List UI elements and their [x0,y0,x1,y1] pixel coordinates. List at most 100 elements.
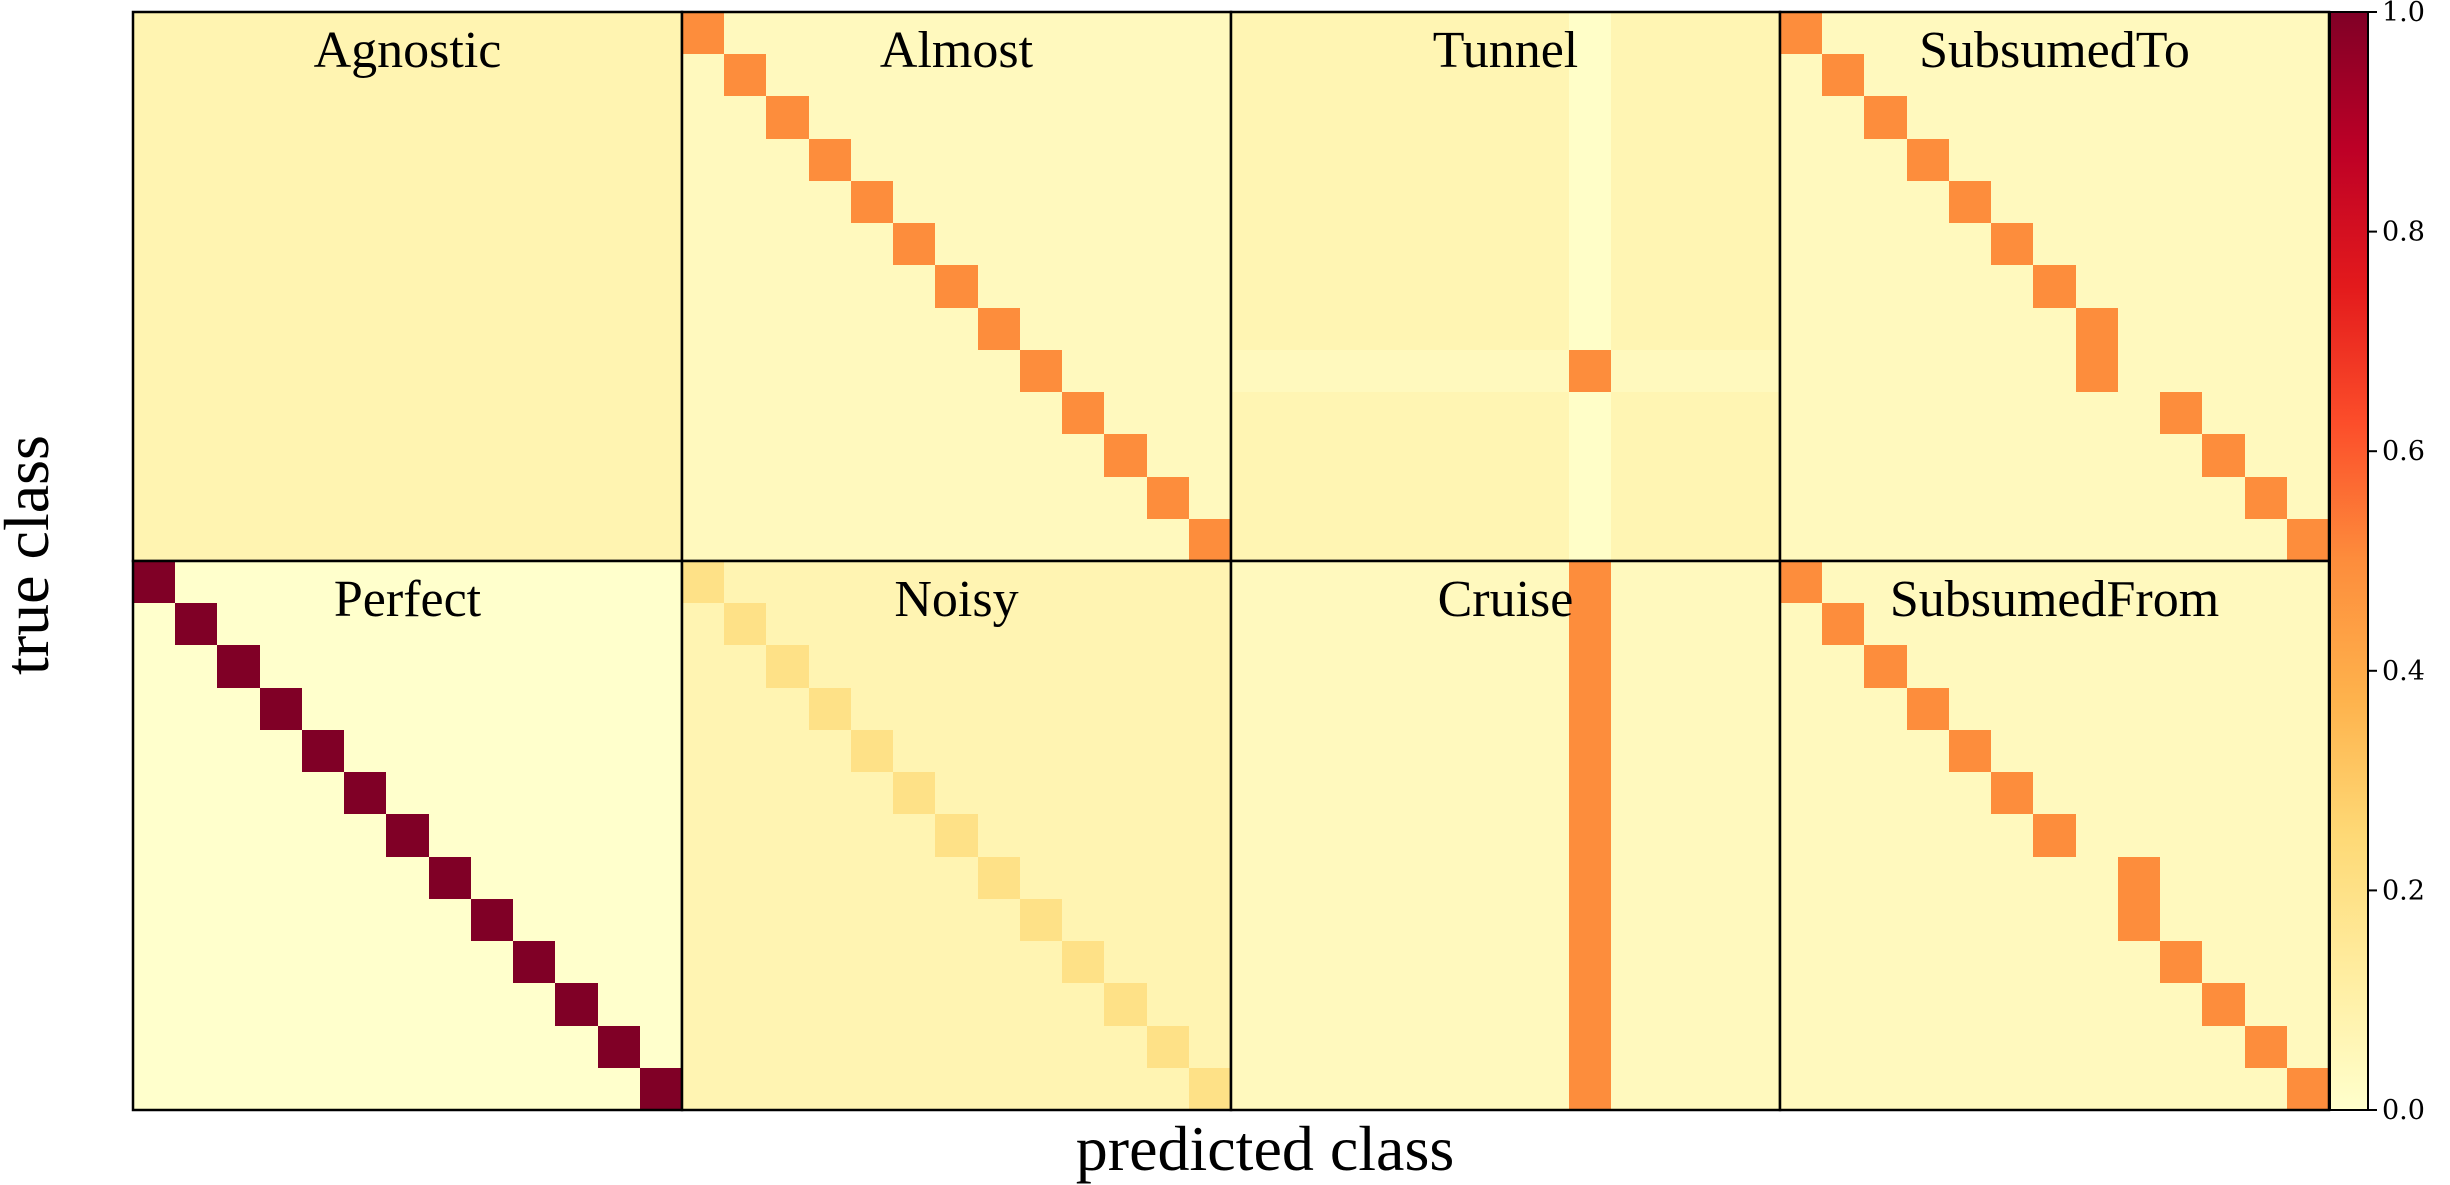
heatmap-cell [2245,12,2287,54]
heatmap-cell [2033,603,2076,645]
heatmap-cell [978,899,1020,941]
heatmap-cell [471,857,513,899]
heatmap-cell [1147,350,1189,392]
heatmap-cell [429,181,471,223]
heatmap-cell [1484,54,1527,96]
heatmap-cell [1611,181,1653,223]
heatmap-cell [1949,477,1991,519]
heatmap-cell [809,730,851,772]
heatmap-cell [598,434,640,477]
heatmap-cell [1780,477,1822,519]
heatmap-cell [1653,96,1696,139]
heatmap-cell [2245,603,2287,645]
heatmap-cell [1949,265,1991,308]
heatmap-cell [682,1068,724,1110]
heatmap-cell [640,350,682,392]
heatmap-cell [893,561,935,603]
heatmap-cell [133,1068,175,1110]
heatmap-cell [2160,434,2202,477]
heatmap-cell [893,983,935,1026]
heatmap-cell [1400,1026,1442,1068]
heatmap-cell [1780,223,1822,265]
heatmap-cell [1569,181,1611,223]
heatmap-cell [935,1068,978,1110]
heatmap-cell [1991,772,2033,814]
heatmap-cell [935,814,978,857]
heatmap-cell [1822,477,1864,519]
heatmap-cell [471,181,513,223]
heatmap-cell [1907,181,1949,223]
heatmap-cell [1358,645,1400,688]
heatmap-cell [1273,265,1315,308]
heatmap-cell [1358,1026,1400,1068]
heatmap-cell [1949,223,1991,265]
heatmap-cell [1907,645,1949,688]
heatmap-cell [598,814,640,857]
heatmap-cell [1062,308,1104,350]
heatmap-cell [1907,477,1949,519]
heatmap-cell [978,645,1020,688]
heatmap-cell [302,350,344,392]
heatmap-cell [2033,12,2076,54]
heatmap-cell [471,688,513,730]
heatmap-cell [1611,857,1653,899]
heatmap-cell [893,603,935,645]
heatmap-cell [1315,181,1358,223]
heatmap-cell [893,223,935,265]
heatmap-cell [1653,308,1696,350]
heatmap-cell [1358,350,1400,392]
heatmap-cell [1273,350,1315,392]
heatmap-cell [598,519,640,561]
heatmap-cell [851,392,893,434]
heatmap-cell [386,54,429,96]
heatmap-cell [1696,308,1738,350]
heatmap-cell [640,392,682,434]
heatmap-cell [1020,603,1062,645]
heatmap-cell [2033,96,2076,139]
heatmap-cell [1147,54,1189,96]
heatmap-cell [217,603,260,645]
heatmap-cell [1991,645,2033,688]
heatmap-cell [2160,814,2202,857]
heatmap-cell [1484,96,1527,139]
heatmap-cell [1273,688,1315,730]
heatmap-cell [429,899,471,941]
heatmap-cell [1400,308,1442,350]
heatmap-cell [1020,688,1062,730]
heatmap-cell [1400,983,1442,1026]
heatmap-cell [1653,772,1696,814]
heatmap-cell [1231,603,1273,645]
heatmap-cell [1484,434,1527,477]
heatmap-cell [1991,899,2033,941]
heatmap-cell [766,350,809,392]
heatmap-cell [1020,477,1062,519]
heatmap-cell [1991,688,2033,730]
heatmap-cell [766,561,809,603]
heatmap-cell [978,12,1020,54]
heatmap-cell [809,181,851,223]
heatmap-cell [766,899,809,941]
heatmap-cell [1062,941,1104,983]
heatmap-cell [386,814,429,857]
heatmap-cell [2160,519,2202,561]
heatmap-cell [1189,1068,1231,1110]
heatmap-cell [978,730,1020,772]
heatmap-cell [2118,814,2160,857]
heatmap-cell [724,1068,766,1110]
heatmap-cell [471,772,513,814]
heatmap-cell [893,265,935,308]
heatmap-cell [2118,519,2160,561]
heatmap-cell [2033,1068,2076,1110]
heatmap-cell [217,983,260,1026]
heatmap-cell [217,139,260,181]
heatmap-cell [471,645,513,688]
heatmap-cell [2076,1026,2118,1068]
heatmap-cell [1822,899,1864,941]
heatmap-cell [935,350,978,392]
heatmap-cell [1949,772,1991,814]
heatmap-cell [1991,1026,2033,1068]
heatmap-cell [344,730,386,772]
heatmap-cell [1062,54,1104,96]
heatmap-cell [598,857,640,899]
